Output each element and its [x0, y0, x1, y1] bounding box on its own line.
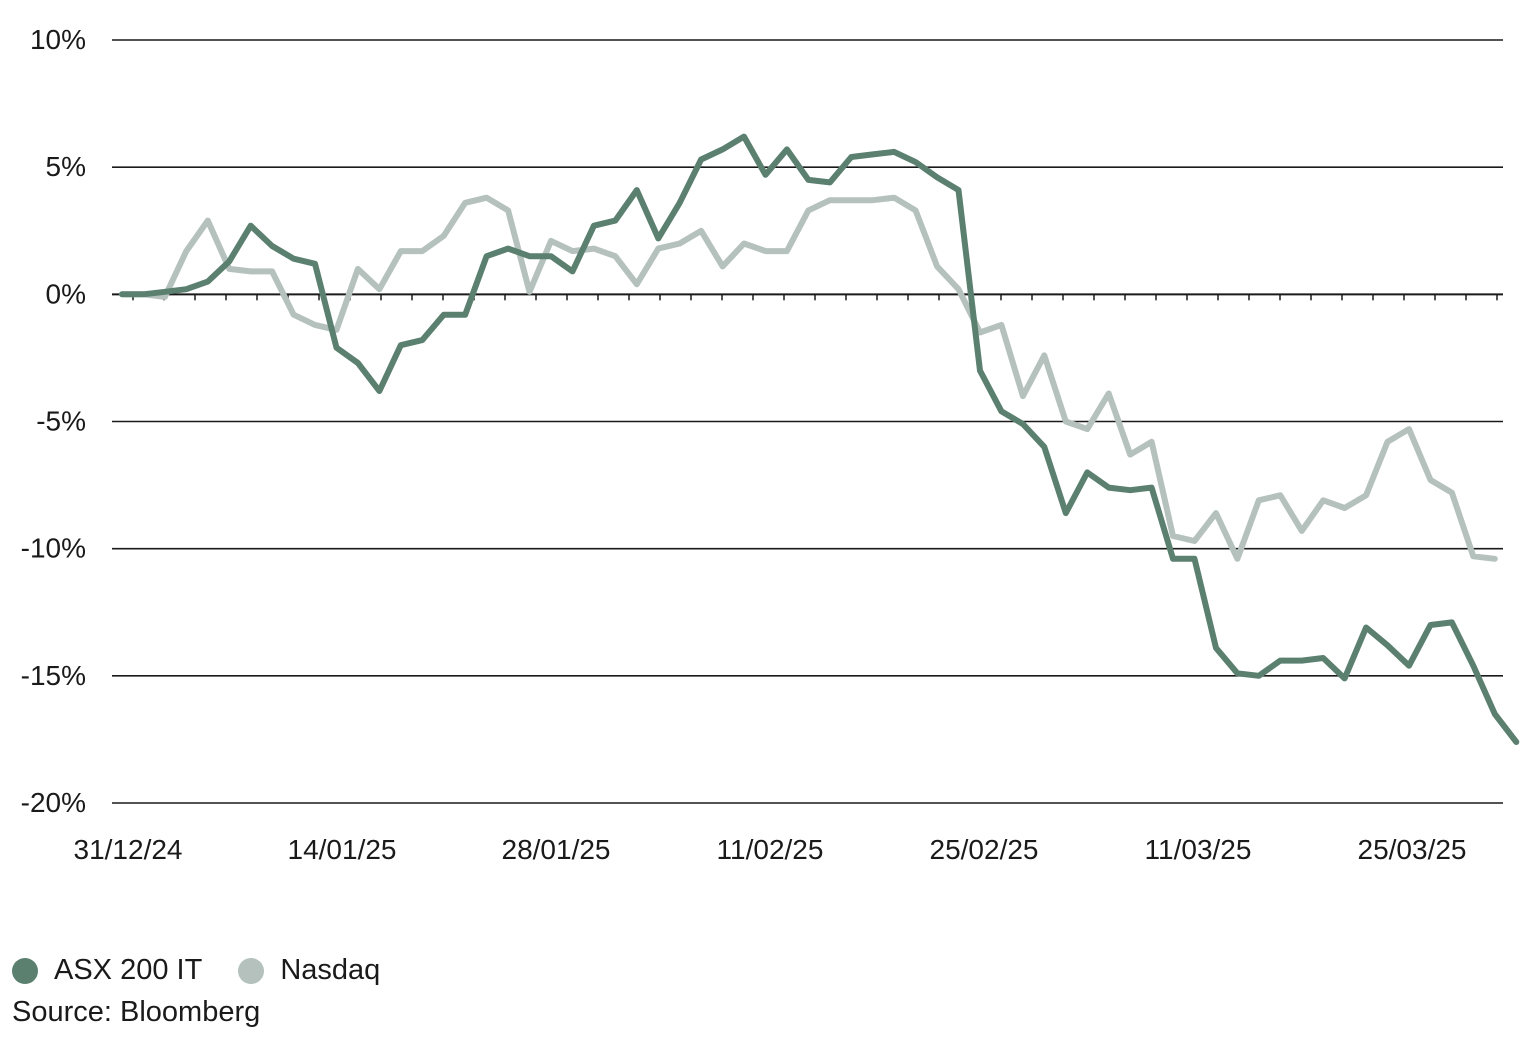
legend-dot-nasdaq [238, 957, 265, 984]
x-tick-label: 31/12/24 [74, 834, 183, 865]
legend-item-asx: ASX 200 IT [12, 954, 202, 987]
line-chart: 10% 5% 0% -5% -10% -15% -20% 31/12/24 14/01/25 2… [21, 24, 1520, 865]
legend-item-nasdaq: Nasdaq [238, 954, 380, 987]
series-lines [119, 133, 1520, 745]
x-tick-label: 11/03/25 [1145, 834, 1252, 865]
x-tick-label: 28/01/25 [502, 834, 611, 865]
legend-dot-asx [12, 957, 38, 984]
series-line-asx-200-it [119, 133, 1520, 745]
y-tick-label: 5% [46, 151, 86, 182]
y-tick-label: -10% [21, 533, 86, 564]
x-tick-label: 25/02/25 [930, 834, 1039, 865]
y-tick-label: -15% [21, 660, 86, 691]
legend: ASX 200 IT Nasdaq [12, 954, 416, 987]
y-axis-ticks: 10% 5% 0% -5% -10% -15% -20% [21, 24, 86, 818]
source-note: Source: Bloomberg [12, 996, 261, 1028]
y-tick-label: -20% [21, 787, 86, 818]
x-tick-label: 25/03/25 [1358, 834, 1467, 865]
series-line-nasdaq [119, 194, 1498, 562]
x-tick-label: 11/02/25 [717, 834, 824, 865]
y-tick-label: -5% [36, 406, 86, 437]
x-axis-ticks: 31/12/24 14/01/25 28/01/25 11/02/25 25/02/25… [74, 834, 1467, 865]
legend-label-asx: ASX 200 IT [54, 954, 203, 986]
y-tick-label: 0% [46, 278, 86, 309]
x-tick-label: 14/01/25 [288, 834, 397, 865]
gridlines [112, 39, 1503, 804]
legend-label-nasdaq: Nasdaq [280, 954, 381, 986]
y-tick-label: 10% [30, 24, 86, 55]
